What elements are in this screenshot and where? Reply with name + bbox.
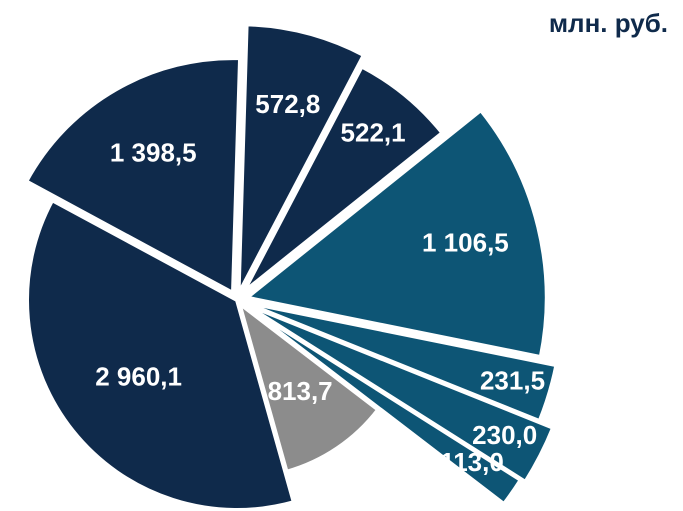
slice-label: 572,8 xyxy=(255,89,320,119)
unit-label: млн. руб. xyxy=(549,8,668,38)
slice-label: 231,5 xyxy=(480,365,545,395)
slice-label: 1 106,5 xyxy=(422,227,509,257)
slice-label: 1 398,5 xyxy=(110,137,197,167)
pie-slice xyxy=(240,301,524,507)
pie-slice xyxy=(25,197,297,511)
pie-slice xyxy=(241,300,556,485)
slice-label: 813,7 xyxy=(268,376,333,406)
pie-slice xyxy=(242,107,549,360)
slice-label: 230,0 xyxy=(472,420,537,450)
slice-label: 113,0 xyxy=(440,447,504,477)
slice-label: 522,1 xyxy=(341,118,406,148)
pie-slice xyxy=(241,63,446,294)
slice-label: 2 960,1 xyxy=(95,362,182,392)
pie-slice xyxy=(235,298,381,475)
pie-slice xyxy=(23,56,243,297)
pie-slice xyxy=(236,22,367,296)
